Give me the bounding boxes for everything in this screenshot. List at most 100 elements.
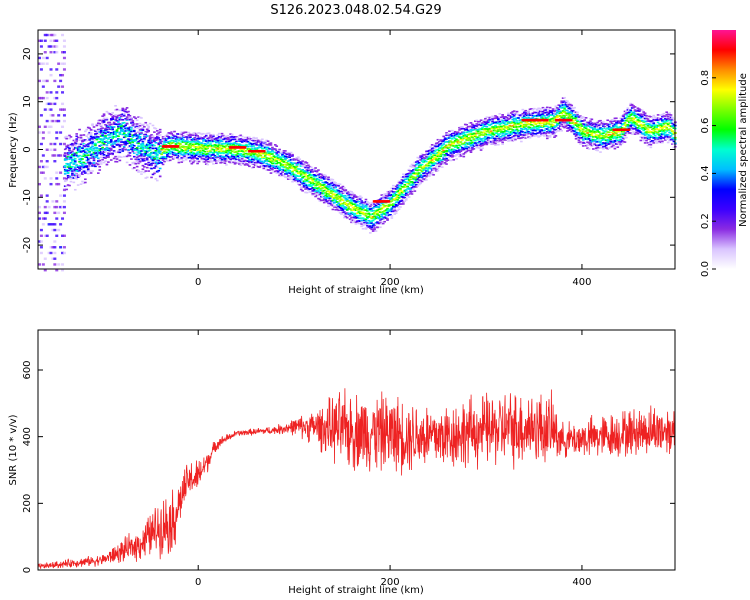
spectrogram-cell (461, 146, 464, 149)
spectrogram-cell (101, 127, 104, 129)
spectrogram-cell (55, 45, 59, 48)
spectrogram-cell (455, 149, 458, 152)
spectrogram-cell (171, 134, 175, 137)
spectrogram-cell (210, 139, 214, 141)
spectrogram-cell (180, 145, 184, 148)
spectrogram-cell (430, 156, 434, 158)
spectrogram-cell (79, 159, 83, 161)
spectrogram-cell (524, 121, 527, 123)
spectrogram-cell (445, 134, 448, 137)
spectrogram-cell (243, 140, 247, 143)
spectrogram-cell (435, 159, 438, 161)
spectrogram-cell (144, 131, 148, 134)
spectrogram-cell (345, 212, 349, 214)
spectrogram-cell (443, 159, 447, 161)
spectrogram-cell (315, 173, 319, 176)
spectrogram-cell (594, 129, 598, 131)
spectrogram-cell (225, 140, 228, 143)
spectrogram-cell (200, 157, 204, 160)
spectrogram-cell (377, 206, 381, 209)
spectrogram-cell (161, 148, 165, 151)
spectrogram-cell (592, 128, 595, 130)
spectrogram-cell (62, 119, 66, 123)
spectrogram-cell (514, 118, 517, 121)
spectrogram-cell (275, 160, 279, 162)
spectrogram-cell (576, 115, 579, 117)
spectrogram-cell (482, 128, 486, 131)
spectrogram-cell (130, 120, 133, 122)
spectrogram-cell (561, 121, 565, 124)
spectrogram-cell (62, 177, 66, 180)
spectrogram-cell (137, 127, 140, 129)
spectrogram-cell (484, 129, 487, 131)
spectrogram-cell (128, 117, 132, 119)
spectrogram-cell (91, 141, 94, 143)
spectrogram-cell (558, 121, 562, 124)
spectrogram-cell (101, 151, 104, 153)
spectrogram-cell (556, 107, 559, 109)
spectrogram-cell (331, 190, 335, 193)
spectrogram-cell (101, 152, 104, 155)
spectrogram-cell (138, 152, 142, 155)
spectrogram-cell (240, 150, 244, 152)
spectrogram-cell (230, 150, 234, 153)
spectrogram-cell (422, 156, 425, 159)
spectrogram-cell (101, 146, 104, 149)
spectrogram-cell (557, 130, 561, 132)
spectrogram-cell (560, 123, 563, 126)
spectrogram-cell (495, 139, 499, 142)
spectrogram-cell (522, 115, 526, 117)
spectrogram-cell (68, 164, 71, 166)
spectrogram-cell (98, 165, 102, 168)
spectrogram-cell (517, 114, 520, 116)
spectrogram-cell (72, 144, 76, 147)
spectrogram-cell (65, 137, 68, 140)
spectrogram-cell (508, 136, 512, 139)
spectrogram-cell (350, 209, 353, 211)
spectrogram-cell (61, 73, 65, 77)
spectrogram-cell (476, 139, 480, 141)
spectrogram-cell (255, 161, 258, 164)
spectrogram-cell (410, 170, 414, 172)
spectrogram-cell (475, 136, 479, 139)
spectrogram-cell (155, 154, 159, 157)
spectrogram-cell (269, 165, 273, 167)
spectrogram-cell (158, 175, 162, 178)
spectrogram-cell (92, 159, 96, 162)
spectrogram-cell (84, 151, 87, 154)
spectrogram-cell (327, 190, 330, 193)
spectrogram-cell (550, 127, 553, 130)
spectrogram-cell (65, 157, 68, 159)
spectrogram-cell (57, 62, 61, 65)
spectrogram-cell (98, 122, 102, 125)
spectrogram-cell (107, 161, 110, 163)
spectrogram-cell (180, 158, 184, 161)
spectrogram-cell (376, 226, 379, 229)
spectrogram-cell (320, 177, 323, 179)
spectrogram-cell (281, 174, 284, 177)
spectrogram-cell (173, 152, 176, 155)
spectrogram-cell (71, 142, 74, 145)
spectrogram-cell (170, 147, 173, 150)
spectrogram-cell (282, 150, 286, 152)
spectrogram-cell (357, 211, 361, 213)
spectrogram-cell (81, 140, 84, 143)
spectrogram-cell (134, 148, 138, 150)
spectrogram-cell (370, 207, 374, 210)
spectrogram-cell (258, 154, 261, 157)
spectrogram-cell (314, 167, 317, 169)
spectrogram-cell (308, 185, 312, 187)
spectrogram-cell (85, 135, 89, 138)
spectrogram-cell (154, 139, 158, 141)
spectrogram-cell (117, 150, 120, 152)
spectrogram-cell (81, 171, 84, 174)
spectrogram-cell (462, 143, 466, 146)
spectrogram-cell (446, 147, 450, 149)
spectrogram-cell (638, 131, 641, 133)
spectrogram-cell (141, 146, 145, 149)
spectrogram-cell (551, 133, 555, 135)
spectrogram-cell (617, 139, 621, 142)
spectrogram-cell (187, 134, 191, 137)
spectrogram-cell (568, 107, 572, 110)
spectrogram-cell (347, 215, 350, 218)
